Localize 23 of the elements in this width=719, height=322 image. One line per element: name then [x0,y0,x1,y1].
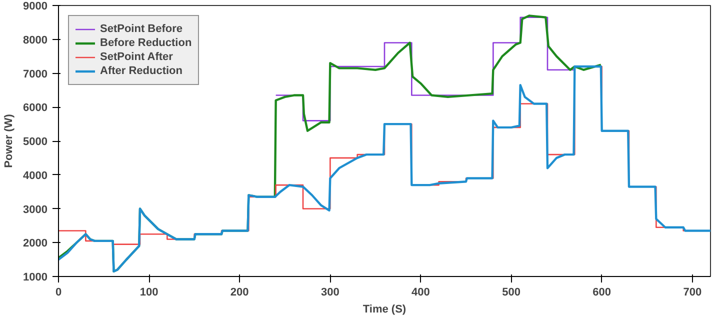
y-tick-label: 4000 [23,170,48,182]
y-tick-label: 3000 [23,204,48,216]
x-tick-label: 700 [683,286,702,298]
x-tick-label: 600 [592,286,612,298]
x-tick-label: 300 [320,286,340,298]
y-tick-label: 5000 [23,136,48,148]
y-tick-label: 8000 [23,34,48,46]
legend-label: Before Reduction [100,36,192,50]
x-axis-title: Time (S) [362,304,406,316]
x-tick-label: 500 [502,286,520,298]
y-tick-label: 9000 [23,0,48,12]
legend-label: After Reduction [100,64,182,78]
y-tick-label: 2000 [23,238,48,250]
x-tick-label: 100 [140,286,158,298]
legend-label: SetPoint Before [100,22,183,36]
x-tick-label: 0 [55,286,62,298]
y-tick-label: 1000 [23,272,48,284]
x-tick-label: 400 [412,286,430,298]
legend-label: SetPoint After [100,50,173,64]
y-tick-label: 7000 [23,68,48,80]
y-tick-label: 6000 [23,102,48,114]
y-axis-title: Power (W) [3,114,16,168]
x-tick-label: 200 [230,286,249,298]
